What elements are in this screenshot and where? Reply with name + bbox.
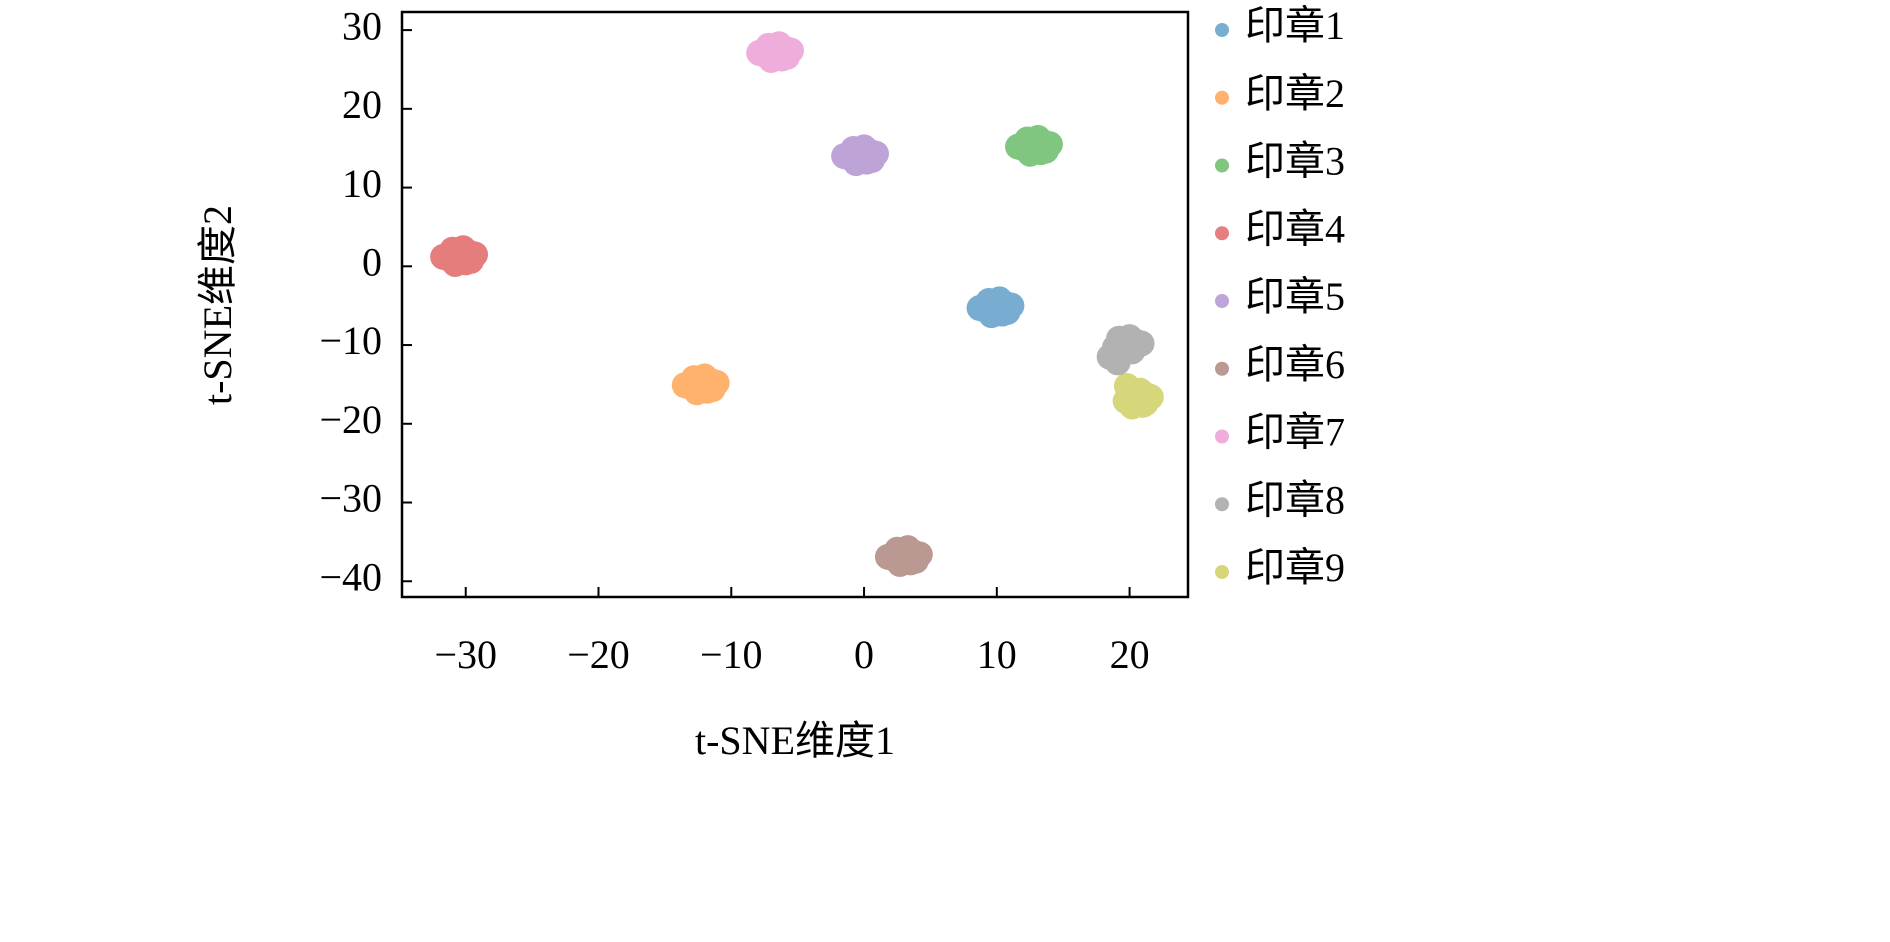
legend-label: 印章5	[1245, 274, 1345, 319]
series	[874, 535, 933, 577]
series	[831, 134, 889, 177]
point	[458, 247, 485, 274]
legend-label: 印章7	[1245, 410, 1345, 455]
legend-label: 印章2	[1245, 71, 1345, 116]
series	[671, 363, 730, 406]
legend-label: 印章6	[1245, 342, 1345, 387]
legend-label: 印章3	[1245, 139, 1345, 184]
y-tick-label: −10	[319, 318, 382, 363]
x-tick-label: 0	[854, 632, 874, 677]
legend-marker	[1215, 226, 1229, 241]
legend-marker	[1215, 90, 1229, 105]
y-axis-label: t-SNE维度2	[195, 205, 240, 405]
legend-marker	[1215, 158, 1229, 173]
y-tick-label: −20	[319, 397, 382, 442]
legend-label: 印章9	[1245, 545, 1345, 590]
y-tick-label: 30	[342, 3, 382, 48]
point	[1104, 349, 1131, 376]
legend-marker	[1215, 361, 1229, 376]
x-tick-label: −30	[434, 632, 497, 677]
y-tick-label: 20	[342, 82, 382, 127]
x-tick-label: −20	[567, 632, 630, 677]
series	[1112, 372, 1164, 420]
point	[774, 43, 801, 70]
point	[994, 298, 1021, 325]
series	[746, 31, 805, 74]
legend-marker	[1215, 429, 1229, 444]
plot-frame	[400, 10, 1190, 599]
series	[1005, 124, 1063, 167]
point	[1132, 390, 1159, 417]
series	[430, 235, 489, 277]
legend-marker	[1215, 23, 1229, 37]
series	[1096, 324, 1155, 376]
point	[859, 147, 886, 174]
legend-marker	[1215, 565, 1229, 579]
x-tick-label: 10	[977, 632, 1017, 677]
x-axis-label: t-SNE维度1	[695, 718, 895, 763]
legend-label: 印章1	[1245, 3, 1345, 48]
y-tick-label: 10	[342, 161, 382, 206]
point	[699, 376, 726, 403]
legend-marker	[1215, 294, 1229, 308]
series	[966, 286, 1025, 329]
point	[1032, 137, 1059, 164]
legend-marker	[1215, 497, 1229, 512]
x-tick-label: 20	[1110, 632, 1150, 677]
y-tick-label: −30	[319, 476, 382, 521]
y-tick-label: 0	[362, 239, 382, 284]
legend-label: 印章4	[1245, 206, 1345, 251]
point	[902, 547, 929, 574]
x-tick-label: −10	[700, 632, 763, 677]
y-tick-label: −40	[319, 554, 382, 599]
legend-label: 印章8	[1245, 477, 1345, 522]
